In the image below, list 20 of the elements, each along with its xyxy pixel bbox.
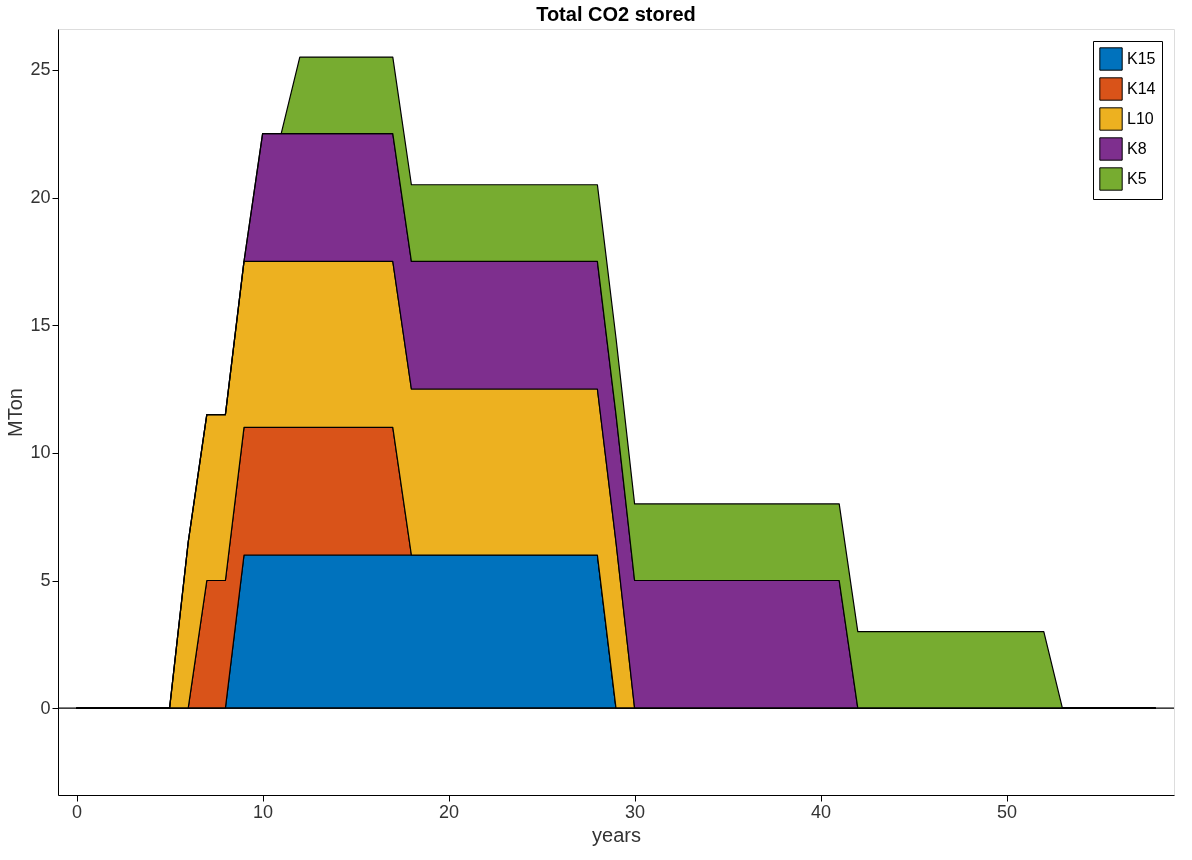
x-tick-label: 0 xyxy=(72,801,83,822)
x-axis-title: years xyxy=(592,823,641,846)
y-tick-label: 0 xyxy=(40,697,51,718)
x-tick-label: 10 xyxy=(253,801,274,822)
x-tick-label: 40 xyxy=(811,801,832,822)
legend-label: K5 xyxy=(1127,170,1147,187)
legend-label: K8 xyxy=(1127,140,1147,157)
legend-label: L10 xyxy=(1127,110,1154,127)
legend-label: K14 xyxy=(1127,80,1156,97)
x-tick-label: 50 xyxy=(997,801,1018,822)
chart-title: Total CO2 stored xyxy=(536,3,696,25)
y-axis-title: MTon xyxy=(4,388,27,437)
y-tick-label: 15 xyxy=(30,314,51,335)
y-tick-label: 25 xyxy=(30,59,51,80)
y-tick-label: 20 xyxy=(30,187,51,208)
legend-label: K15 xyxy=(1127,50,1156,67)
y-tick-label: 5 xyxy=(40,570,51,591)
x-tick-label: 20 xyxy=(439,801,460,822)
y-tick-label: 10 xyxy=(30,442,51,463)
x-tick-label: 30 xyxy=(625,801,646,822)
